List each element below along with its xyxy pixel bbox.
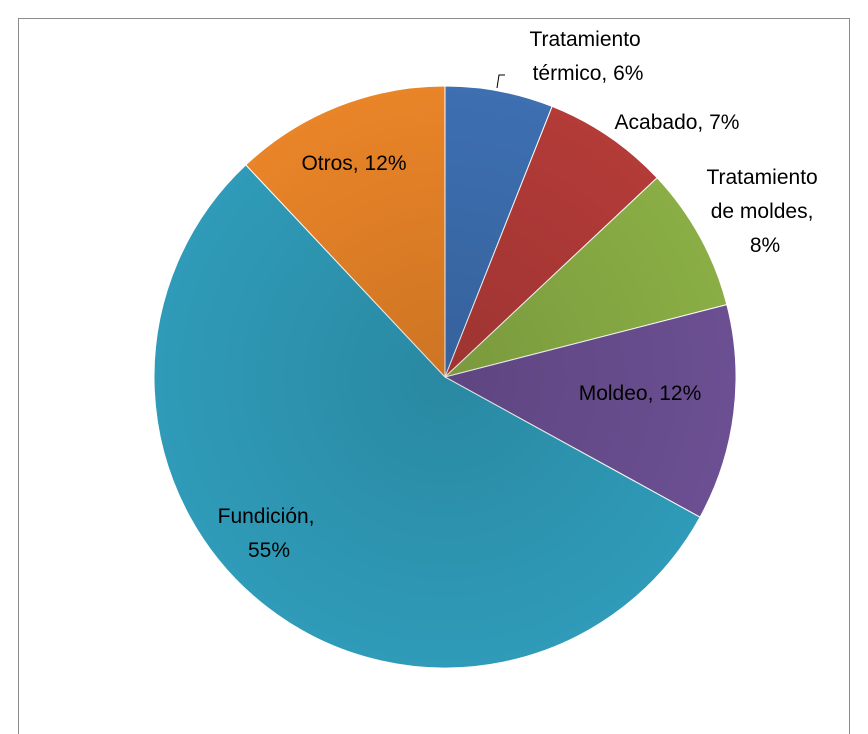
data-label: Fundición, 55%	[218, 505, 321, 562]
data-label: Tratamiento térmico, 6%	[529, 28, 646, 85]
data-label: Tratamiento de moldes, 8%	[706, 166, 823, 257]
pie	[153, 85, 737, 669]
data-label: Moldeo, 12%	[579, 382, 702, 405]
data-label: Acabado, 7%	[615, 111, 740, 134]
data-label: Otros, 12%	[301, 152, 406, 175]
leader-line	[496, 74, 505, 89]
